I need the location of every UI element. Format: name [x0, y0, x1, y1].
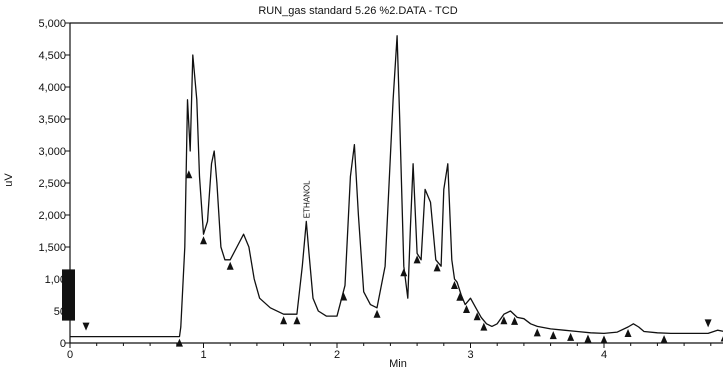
- peak-marker: [185, 170, 193, 179]
- y-tick-label: 2,000: [38, 210, 66, 222]
- baseline-marker: [480, 322, 488, 331]
- integration-marker-group: [82, 170, 723, 347]
- side-marker-bar: [62, 269, 75, 321]
- baseline-marker: [624, 329, 632, 337]
- y-tick-label: 4,500: [38, 50, 66, 62]
- baseline-marker: [500, 316, 508, 325]
- y-tick-label: 4,000: [38, 82, 66, 94]
- baseline-marker: [450, 281, 458, 289]
- baseline-marker: [456, 292, 464, 301]
- x-tick-label: 4: [601, 349, 607, 361]
- baseline-marker: [175, 338, 183, 347]
- baseline-marker: [400, 268, 408, 277]
- x-tick-label: 2: [334, 349, 340, 361]
- x-tick-label: 0: [67, 349, 73, 361]
- x-axis-label: Min: [389, 358, 407, 370]
- baseline-marker: [473, 312, 481, 321]
- baseline-marker: [600, 335, 608, 344]
- plot-area: [70, 23, 723, 343]
- peak-label-ethanol: ETHANOL: [302, 180, 311, 218]
- inverted-marker: [82, 322, 90, 331]
- baseline-marker: [373, 309, 381, 318]
- y-tick-label: 5,000: [38, 18, 66, 30]
- baseline-marker: [567, 332, 575, 341]
- baseline-marker: [226, 261, 234, 270]
- baseline-marker: [584, 334, 592, 343]
- x-tick-group: 0 1 2 3 4: [67, 343, 712, 361]
- baseline-marker: [660, 335, 668, 344]
- y-tick-label: 2,500: [38, 178, 66, 190]
- y-axis-label: uV: [3, 173, 15, 187]
- baseline-marker: [280, 316, 288, 325]
- inverted-marker: [704, 319, 712, 328]
- baseline-marker: [413, 255, 421, 264]
- baseline-marker: [549, 331, 557, 340]
- y-tick-label: 1,00: [45, 274, 66, 286]
- y-tick-label: 3,500: [38, 114, 66, 126]
- baseline-marker: [462, 305, 470, 313]
- baseline-marker: [340, 292, 348, 301]
- baseline-marker: [511, 316, 519, 325]
- baseline-marker: [293, 316, 301, 325]
- y-tick-label: 1,500: [38, 242, 66, 254]
- x-tick-label: 1: [200, 349, 206, 361]
- baseline-marker: [433, 263, 441, 272]
- x-tick-label: 3: [467, 349, 473, 361]
- y-tick-label: 3,000: [38, 146, 66, 158]
- chart-title: RUN_gas standard 5.26 %2.DATA - TCD: [258, 5, 457, 17]
- y-tick-label: 0: [60, 338, 66, 350]
- detector-trace: [70, 35, 723, 338]
- baseline-marker: [533, 328, 541, 337]
- baseline-marker: [200, 236, 207, 245]
- y-tick-group: 0501,001,5002,0002,5003,0003,5004,0004,5…: [38, 18, 70, 350]
- baseline-marker: [720, 336, 723, 342]
